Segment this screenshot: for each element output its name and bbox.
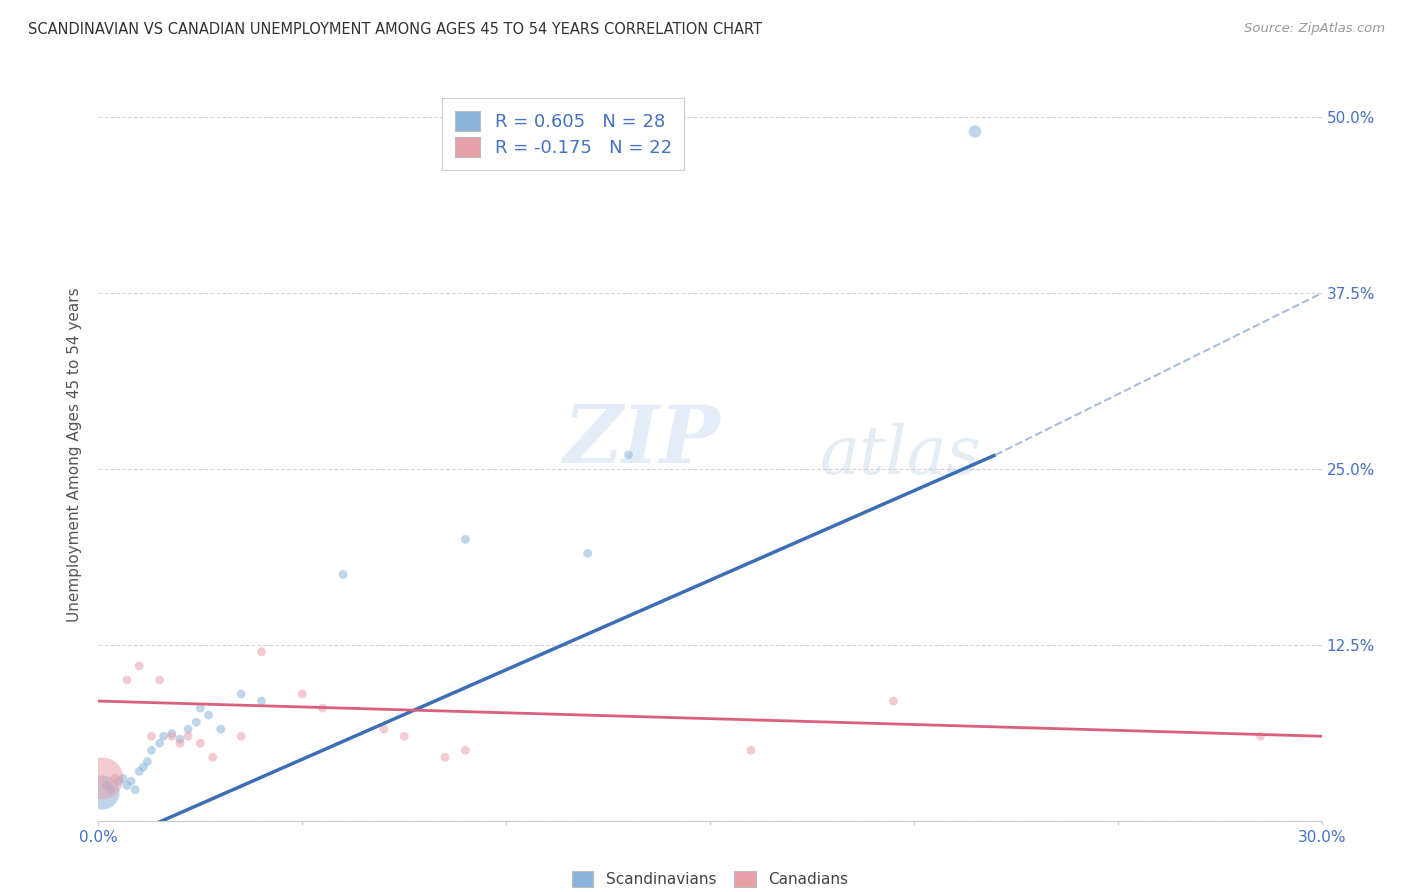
Point	[160, 729, 183, 743]
Point	[96, 779, 118, 793]
Point	[231, 687, 253, 701]
Point	[201, 750, 224, 764]
Point	[231, 729, 253, 743]
Point	[100, 782, 122, 797]
Point	[177, 723, 200, 737]
Point	[434, 750, 457, 764]
Point	[149, 673, 172, 687]
Y-axis label: Unemployment Among Ages 45 to 54 years: Unemployment Among Ages 45 to 54 years	[67, 287, 83, 623]
Point	[124, 782, 146, 797]
Point	[291, 687, 314, 701]
Text: atlas: atlas	[820, 422, 981, 488]
Point	[128, 764, 150, 779]
Point	[169, 736, 191, 750]
Point	[104, 772, 127, 786]
Point	[141, 743, 163, 757]
Point	[209, 723, 232, 737]
Point	[1249, 729, 1271, 743]
Point	[454, 533, 477, 547]
Point	[250, 694, 273, 708]
Point	[177, 729, 200, 743]
Point	[160, 726, 183, 740]
Point	[250, 645, 273, 659]
Point	[120, 774, 142, 789]
Point	[91, 772, 114, 786]
Point	[149, 736, 172, 750]
Text: SCANDINAVIAN VS CANADIAN UNEMPLOYMENT AMONG AGES 45 TO 54 YEARS CORRELATION CHAR: SCANDINAVIAN VS CANADIAN UNEMPLOYMENT AM…	[28, 22, 762, 37]
Point	[617, 448, 640, 462]
Point	[132, 760, 155, 774]
Point	[312, 701, 335, 715]
Point	[128, 659, 150, 673]
Point	[392, 729, 416, 743]
Point	[169, 732, 191, 747]
Point	[373, 723, 395, 737]
Point	[188, 701, 212, 715]
Point	[883, 694, 905, 708]
Point	[115, 673, 138, 687]
Point	[141, 729, 163, 743]
Point	[576, 546, 599, 560]
Text: Source: ZipAtlas.com: Source: ZipAtlas.com	[1244, 22, 1385, 36]
Point	[108, 774, 131, 789]
Text: ZIP: ZIP	[564, 401, 720, 479]
Point	[152, 729, 174, 743]
Point	[188, 736, 212, 750]
Point	[454, 743, 477, 757]
Point	[136, 755, 159, 769]
Point	[332, 567, 354, 582]
Point	[740, 743, 762, 757]
Point	[965, 124, 987, 138]
Point	[186, 715, 208, 730]
Point	[111, 772, 134, 786]
Point	[197, 708, 219, 723]
Point	[91, 785, 114, 799]
Point	[115, 779, 138, 793]
Legend: Scandinavians, Canadians: Scandinavians, Canadians	[565, 865, 855, 892]
